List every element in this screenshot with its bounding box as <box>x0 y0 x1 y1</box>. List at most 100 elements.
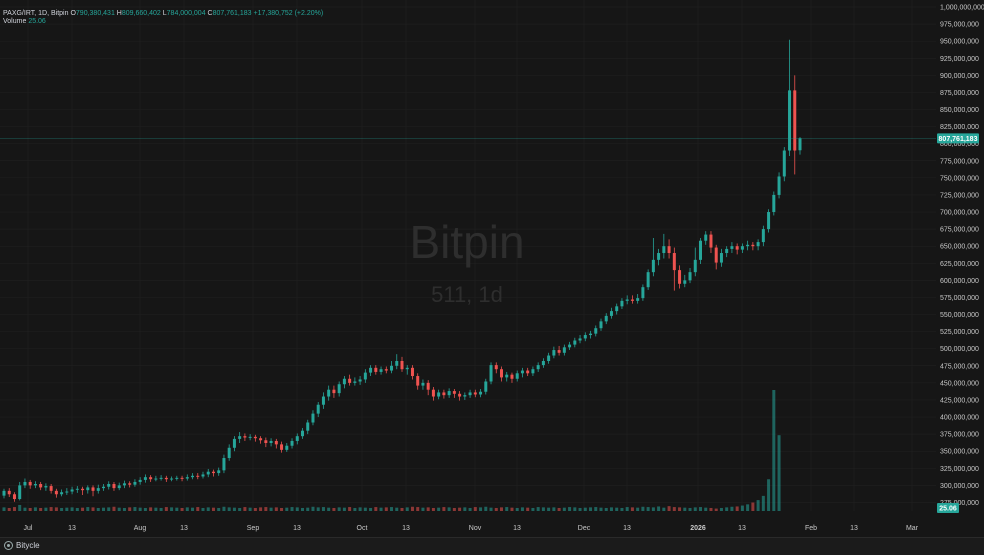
price-tick-label: 625,000,000 <box>940 261 979 268</box>
grid-lines <box>0 0 936 511</box>
price-tick-label: 925,000,000 <box>940 56 979 63</box>
candle-body <box>306 422 310 431</box>
volume-bar <box>520 507 524 511</box>
volume-bar <box>405 507 409 511</box>
candle-body <box>531 369 535 374</box>
volume-bar <box>578 507 582 511</box>
candle-body <box>363 372 367 380</box>
candle-body <box>526 370 530 374</box>
volume-bar <box>515 507 519 511</box>
price-tick-label: 350,000,000 <box>940 449 979 456</box>
candle-body <box>12 494 16 500</box>
candle-body <box>65 491 69 493</box>
price-tick-label: 575,000,000 <box>940 295 979 302</box>
candle-body <box>138 479 142 482</box>
candle-body <box>416 376 420 386</box>
volume-bar <box>646 507 650 511</box>
candle-body <box>122 483 126 486</box>
candle-body <box>625 299 629 301</box>
candle-body <box>390 365 394 371</box>
candle-body <box>578 338 582 341</box>
volume-bar <box>164 507 168 511</box>
candle-body <box>410 367 414 377</box>
date-tick-label: 13 <box>623 525 631 532</box>
price-tick-label: 675,000,000 <box>940 227 979 234</box>
candle-body <box>107 484 111 487</box>
candle-body <box>557 350 561 353</box>
date-tick-label: Jul <box>24 525 33 532</box>
volume-bar <box>117 507 121 511</box>
price-tick-label: 400,000,000 <box>940 415 979 422</box>
volume-bar <box>463 507 467 511</box>
volume-bar <box>615 507 619 511</box>
volume-bar <box>421 507 425 511</box>
candle-body <box>719 253 723 263</box>
candle-body <box>761 229 765 243</box>
price-tick-label: 650,000,000 <box>940 244 979 251</box>
candle-body <box>704 234 708 241</box>
volume-bar <box>2 507 6 511</box>
volume-bar <box>442 507 446 511</box>
date-tick-label: 13 <box>738 525 746 532</box>
volume-bar <box>232 507 236 511</box>
candle-body <box>39 484 43 488</box>
brand-logo-icon <box>4 541 13 550</box>
volume-bar <box>311 506 315 511</box>
price-tick-label: 300,000,000 <box>940 483 979 490</box>
candle-body <box>86 487 90 491</box>
candle-body <box>599 321 603 329</box>
volume-bar <box>479 507 483 511</box>
date-tick-label: 13 <box>850 525 858 532</box>
candle-body <box>311 413 315 423</box>
volume-bar <box>222 506 226 511</box>
volume-bar <box>568 507 572 511</box>
date-tick-label: Aug <box>134 525 147 532</box>
candle-body <box>620 300 624 307</box>
volume-bar <box>138 507 142 511</box>
volume-bar <box>390 507 394 511</box>
volume-bar <box>395 507 399 511</box>
candle-body <box>751 244 755 247</box>
candle-body <box>714 247 718 263</box>
candle-body <box>463 395 467 397</box>
candle-body <box>180 477 184 479</box>
candle-body <box>489 365 493 382</box>
volume-bar <box>175 507 179 511</box>
candle-body <box>657 253 661 260</box>
volume-bar <box>699 507 702 511</box>
candle-body <box>191 475 195 478</box>
high-value: 809,660,402 <box>121 10 161 17</box>
volume-bar <box>767 479 771 511</box>
candle-body <box>500 369 503 378</box>
date-tick-label: Nov <box>469 525 482 532</box>
candle-body <box>301 430 304 437</box>
last-volume-label: 25.06 <box>937 503 959 513</box>
price-tick-label: 975,000,000 <box>940 22 979 29</box>
candle-body <box>342 378 346 385</box>
volume-bar <box>301 507 304 511</box>
date-tick-label: 13 <box>513 525 521 532</box>
candle-body <box>458 393 462 397</box>
candle-body <box>699 240 702 260</box>
volume-bar <box>536 507 540 511</box>
candle-body <box>678 270 682 284</box>
volume-bar <box>33 507 37 511</box>
price-axis[interactable]: 1,000,000,000 975,000,000 950,000,000 925,0… <box>940 5 984 507</box>
volume-bar <box>594 507 598 511</box>
brand[interactable]: Bitycle <box>4 541 40 550</box>
volume-bar <box>620 507 624 511</box>
candle-body <box>358 379 362 382</box>
price-tick-label: 325,000,000 <box>940 466 979 473</box>
volume-bar <box>662 507 666 511</box>
volume-bars <box>2 390 781 511</box>
price-tick-label: 750,000,000 <box>940 175 979 182</box>
candle-body <box>117 485 121 489</box>
candle-body <box>102 486 105 489</box>
volume-bar <box>547 507 551 511</box>
close-label: C <box>207 10 213 17</box>
volume-bar <box>678 507 682 511</box>
candle-body <box>683 280 687 284</box>
time-axis[interactable]: Jul 13 Aug 13 Sep 13 Oct 13 Nov 13 Dec 13 2026 13 Feb 1… <box>24 525 919 532</box>
candle-body <box>494 365 498 370</box>
